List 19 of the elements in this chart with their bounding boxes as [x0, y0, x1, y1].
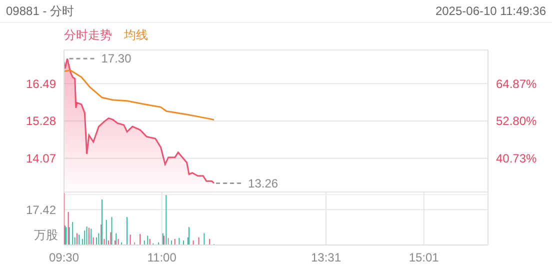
y-axis-title: 万股 [34, 228, 58, 242]
annotation: 17.30 [101, 52, 132, 66]
text: 均线 [124, 27, 148, 44]
y-tick-label: 17.42 [26, 202, 56, 217]
y-tick-label: 16.49 [26, 76, 56, 91]
series-label: 分时走势 [64, 27, 112, 44]
y-tick-label: 14.07 [26, 152, 56, 166]
chart-title: 09881 - 分时 [6, 3, 74, 20]
y2-tick-label: 64.87% [496, 76, 538, 91]
annotation: 13.26 [248, 176, 278, 190]
x-tick-label: 09:30 [48, 250, 80, 265]
x-tick-label: 11:00 [147, 250, 177, 265]
chart-subtitle: 2025-06-10 11:49:36 [435, 3, 546, 20]
y2-tick-label: 40.73% [496, 151, 538, 166]
x-tick-label: 15:01 [408, 250, 440, 265]
x-tick-label: 13:31 [310, 250, 342, 265]
y-tick-label: 15.28 [26, 114, 56, 128]
line-series [64, 70, 215, 120]
y2-tick-label: 52.80% [496, 114, 538, 128]
